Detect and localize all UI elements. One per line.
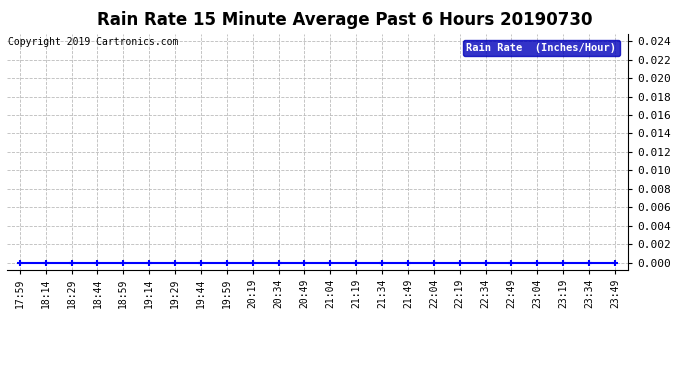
Text: Copyright 2019 Cartronics.com: Copyright 2019 Cartronics.com (8, 37, 178, 47)
Text: Rain Rate 15 Minute Average Past 6 Hours 20190730: Rain Rate 15 Minute Average Past 6 Hours… (97, 11, 593, 29)
Legend: Rain Rate  (Inches/Hour): Rain Rate (Inches/Hour) (464, 40, 620, 56)
